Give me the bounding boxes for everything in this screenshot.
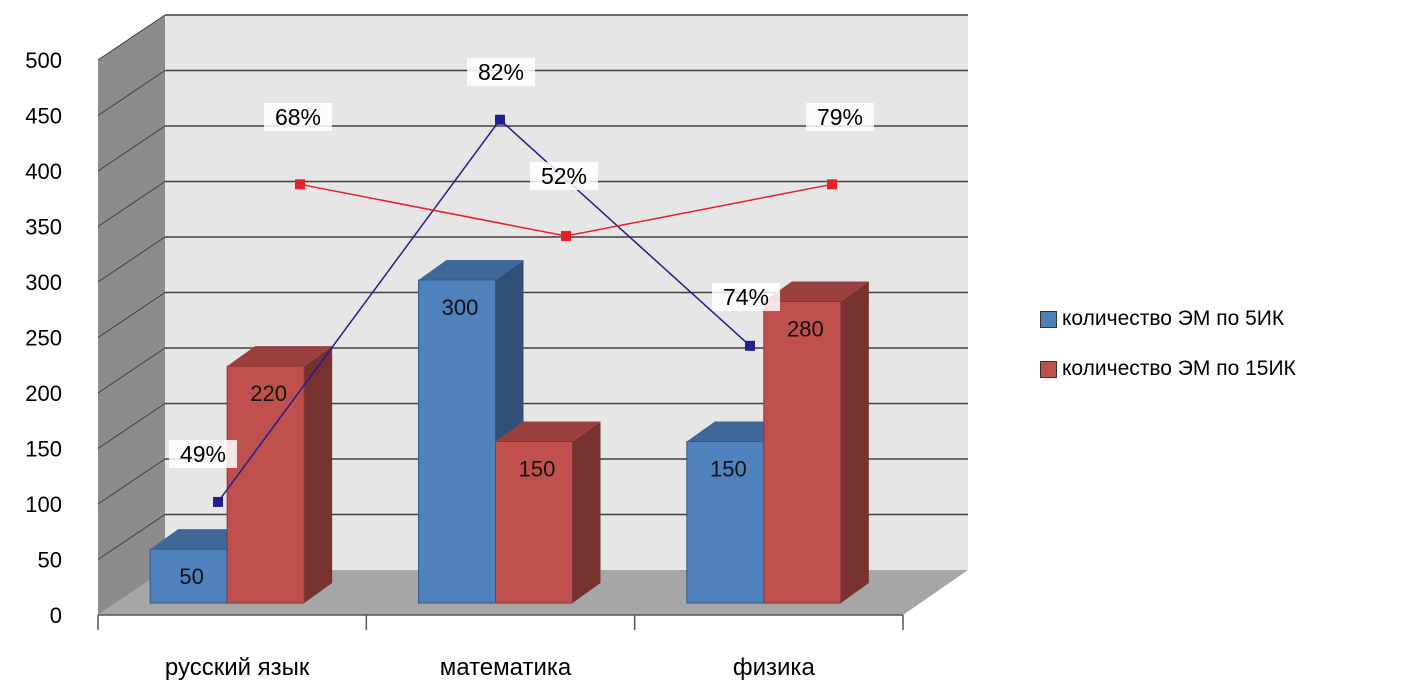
gridline-side bbox=[97, 70, 166, 116]
bar-top bbox=[227, 346, 333, 367]
percent-label-bg bbox=[530, 162, 598, 190]
legend-item: количество ЭМ по 5ИК bbox=[1040, 305, 1296, 333]
line-overlays: 49% 82% 74% 68% 52% 79% bbox=[169, 58, 874, 507]
percent-label: 52% bbox=[541, 163, 587, 189]
line-marker bbox=[213, 496, 223, 507]
x-tick-label: русский язык bbox=[165, 654, 310, 681]
bar-value-label: 220 bbox=[250, 381, 287, 406]
bar-front bbox=[418, 279, 496, 604]
bar-front bbox=[686, 440, 765, 604]
bar-top bbox=[418, 259, 524, 280]
line-marker bbox=[561, 231, 571, 242]
bar-value-label: 280 bbox=[787, 317, 824, 342]
line-marker bbox=[827, 179, 837, 190]
bar-top bbox=[763, 281, 869, 302]
gridline-side bbox=[97, 125, 166, 172]
line-marker bbox=[295, 179, 305, 190]
y-tick-label: 450 bbox=[25, 104, 62, 129]
bar-front bbox=[149, 548, 228, 604]
percent-label-bg bbox=[806, 103, 874, 131]
bar-top bbox=[495, 421, 601, 442]
bar-value-label: 150 bbox=[519, 456, 556, 481]
percent-label: 82% bbox=[478, 59, 524, 85]
percent-label-bg bbox=[467, 58, 535, 86]
y-tick-label: 200 bbox=[25, 381, 62, 406]
x-axis: русский язык математика физика bbox=[97, 614, 904, 681]
bars: 50 220 300 150 150 280 bbox=[149, 259, 869, 604]
gridline-side bbox=[97, 458, 166, 505]
legend: количество ЭМ по 5ИК количество ЭМ по 15… bbox=[1040, 305, 1296, 405]
legend-item: количество ЭМ по 15ИК bbox=[1040, 355, 1296, 383]
bar: 150 bbox=[495, 421, 601, 604]
y-tick-label: 400 bbox=[25, 159, 62, 184]
x-tick-label: физика bbox=[733, 654, 816, 681]
gridline-side bbox=[97, 292, 166, 338]
bar-value-label: 300 bbox=[442, 295, 479, 320]
percent-label: 79% bbox=[817, 104, 863, 130]
legend-swatch bbox=[1040, 360, 1057, 378]
gridline-side bbox=[97, 347, 166, 394]
percent-label: 68% bbox=[275, 104, 321, 130]
legend-label: количество ЭМ по 15ИК bbox=[1062, 357, 1296, 380]
y-tick-label: 350 bbox=[25, 215, 62, 240]
bar-front bbox=[226, 365, 305, 604]
legend-swatch bbox=[1040, 310, 1057, 328]
line-marker bbox=[745, 340, 755, 351]
bar-value-label: 150 bbox=[710, 456, 747, 481]
y-tick-label: 150 bbox=[25, 437, 62, 462]
bar-side bbox=[572, 421, 601, 603]
gridline-side bbox=[97, 14, 166, 61]
gridline-side bbox=[97, 236, 166, 283]
percent-label: 49% bbox=[180, 441, 226, 467]
bar-side bbox=[840, 281, 869, 603]
bar-front bbox=[763, 301, 842, 604]
y-tick-label: 300 bbox=[25, 270, 62, 295]
y-tick-label: 250 bbox=[25, 326, 62, 351]
y-tick-label: 50 bbox=[38, 548, 62, 573]
percent-label-bg bbox=[264, 103, 332, 131]
y-tick-label: 500 bbox=[25, 48, 62, 73]
y-tick-label: 0 bbox=[50, 603, 62, 628]
x-tick-label: математика bbox=[440, 654, 572, 681]
line-marker bbox=[495, 114, 505, 125]
bar-front bbox=[495, 440, 573, 604]
legend-label: количество ЭМ по 5ИК bbox=[1062, 307, 1285, 330]
bar-value-label: 50 bbox=[179, 564, 203, 589]
y-axis-ticks: 0 50 100 150 200 250 300 350 400 450 500 bbox=[25, 48, 62, 628]
bar: 280 bbox=[763, 281, 869, 604]
y-tick-label: 100 bbox=[25, 492, 62, 517]
bar-side bbox=[304, 346, 333, 603]
percent-label: 74% bbox=[723, 284, 769, 310]
gridline-side bbox=[97, 514, 166, 560]
bar: 220 bbox=[226, 346, 333, 604]
gridline-side bbox=[97, 181, 166, 227]
percent-label-bg bbox=[712, 283, 780, 311]
percent-label-bg bbox=[169, 440, 237, 468]
gridline-side bbox=[97, 403, 166, 449]
